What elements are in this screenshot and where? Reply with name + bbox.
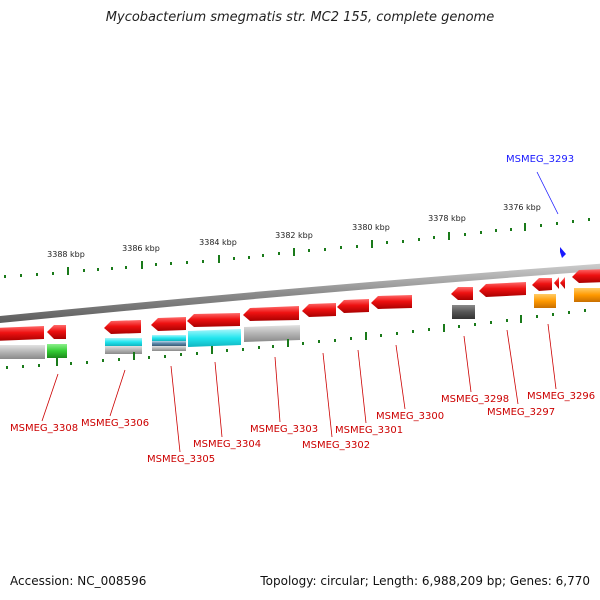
gene-3297-arrow[interactable] xyxy=(479,282,526,297)
gene-label-msmeg-3304[interactable]: MSMEG_3304 xyxy=(193,439,261,450)
feature-block-cyan[interactable] xyxy=(188,329,241,347)
gene-label-msmeg-3293[interactable]: MSMEG_3293 xyxy=(506,154,574,165)
gene-3298-arrow[interactable] xyxy=(451,287,473,300)
gene-label-msmeg-3306[interactable]: MSMEG_3306 xyxy=(81,418,149,429)
scale-label: 3380 kbp xyxy=(352,223,390,232)
map-title: Mycobacterium smegmatis str. MC2 155, co… xyxy=(105,10,495,25)
gene-small-arrow[interactable] xyxy=(560,277,565,289)
accession-text: Accession: NC_008596 xyxy=(10,574,147,588)
gene-3296-arrow[interactable] xyxy=(532,278,552,291)
gene-3306-arrow[interactable] xyxy=(104,320,141,334)
gene-3305-arrow[interactable] xyxy=(151,317,186,331)
genome-summary-text: Topology: circular; Length: 6,988,209 bp… xyxy=(260,574,590,588)
gene-label-msmeg-3308[interactable]: MSMEG_3308 xyxy=(10,423,78,434)
gene-label-msmeg-3300[interactable]: MSMEG_3300 xyxy=(376,411,444,422)
outer-tick-ring xyxy=(4,218,590,278)
scale-label: 3378 kbp xyxy=(428,214,466,223)
leader-line xyxy=(506,329,519,405)
feature-block-steel[interactable] xyxy=(152,341,186,346)
gene-label-msmeg-3301[interactable]: MSMEG_3301 xyxy=(335,425,403,436)
gene-small-arrow[interactable] xyxy=(554,277,559,289)
leader-line xyxy=(547,323,557,390)
feature-block-gray[interactable] xyxy=(105,346,142,354)
genome-backbone xyxy=(0,263,600,324)
leader-line xyxy=(214,361,223,438)
leader-line xyxy=(274,356,281,423)
leader-line xyxy=(109,369,126,417)
leader-line xyxy=(357,349,367,424)
gene-3304-arrow[interactable] xyxy=(187,313,240,327)
feature-block-gray[interactable] xyxy=(244,325,300,342)
feature-block-green[interactable] xyxy=(47,344,67,358)
gene-3308-arrow[interactable] xyxy=(0,326,44,341)
gene-labels: MSMEG_3293 MSMEG_3296 MSMEG_3297 MSMEG_3… xyxy=(10,154,595,465)
feature-block-cyan[interactable] xyxy=(105,338,142,346)
gene-label-msmeg-3297[interactable]: MSMEG_3297 xyxy=(487,407,555,418)
scale-label: 3384 kbp xyxy=(199,238,237,247)
scale-label: 3386 kbp xyxy=(122,244,160,253)
feature-block-orange[interactable] xyxy=(574,288,600,302)
leader-line xyxy=(536,171,559,215)
scale-label: 3382 kbp xyxy=(275,231,313,240)
feature-block-gray[interactable] xyxy=(152,346,186,351)
gene-3301-arrow[interactable] xyxy=(337,299,369,313)
scale-label: 3376 kbp xyxy=(503,203,541,212)
scale-labels: 3388 kbp 3386 kbp 3384 kbp 3382 kbp 3380… xyxy=(47,203,541,259)
gene-3300-arrow[interactable] xyxy=(371,295,412,309)
gene-leader-lines xyxy=(41,171,559,453)
gene-label-msmeg-3302[interactable]: MSMEG_3302 xyxy=(302,440,370,451)
gene-label-msmeg-3305[interactable]: MSMEG_3305 xyxy=(147,454,215,465)
leader-line xyxy=(322,352,333,438)
inner-tick-ring xyxy=(6,309,586,369)
leader-line xyxy=(463,335,472,393)
leader-line xyxy=(395,344,406,410)
gene-3295-arrow[interactable] xyxy=(572,269,600,283)
leader-line xyxy=(41,373,59,422)
feature-block-orange[interactable] xyxy=(534,294,556,308)
gene-3307-arrow[interactable] xyxy=(47,325,66,339)
scale-label: 3388 kbp xyxy=(47,250,85,259)
feature-track-row-2 xyxy=(0,288,600,359)
feature-block-cyan[interactable] xyxy=(152,335,186,341)
feature-block-dark-gray[interactable] xyxy=(452,305,475,319)
gene-label-msmeg-3303[interactable]: MSMEG_3303 xyxy=(250,424,318,435)
gene-3302-arrow[interactable] xyxy=(302,303,336,317)
gene-label-msmeg-3298[interactable]: MSMEG_3298 xyxy=(441,394,509,405)
feature-block-gray[interactable] xyxy=(0,345,45,359)
gene-label-msmeg-3296[interactable]: MSMEG_3296 xyxy=(527,391,595,402)
gene-3303-arrow[interactable] xyxy=(243,306,299,321)
gene-track-row-1 xyxy=(0,269,600,341)
highlighted-gene-marker[interactable] xyxy=(560,247,566,258)
leader-line xyxy=(170,365,181,453)
